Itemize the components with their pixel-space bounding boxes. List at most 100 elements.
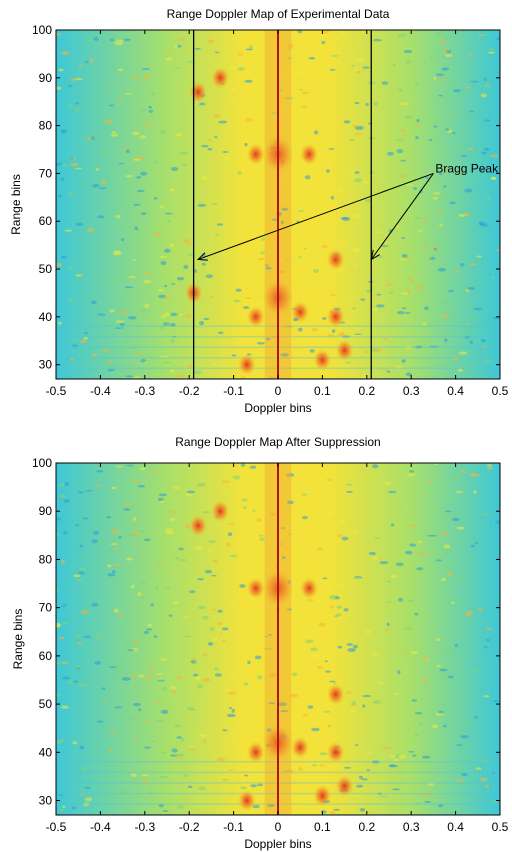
speckle — [143, 630, 150, 635]
speckle — [159, 325, 165, 330]
speckle — [474, 715, 478, 719]
speckle — [96, 720, 104, 723]
speckle — [328, 148, 335, 150]
speckle — [115, 320, 125, 323]
speckle — [161, 314, 167, 319]
speckle — [84, 797, 93, 802]
speckle — [111, 529, 120, 534]
speckle — [82, 517, 89, 520]
speckle — [492, 700, 499, 703]
speckle — [392, 758, 399, 763]
speckle — [281, 207, 289, 212]
speckle — [328, 724, 332, 728]
speckle — [443, 375, 453, 379]
speckle — [435, 31, 443, 36]
speckle — [352, 307, 356, 310]
speckle — [362, 66, 370, 69]
speckle — [142, 779, 149, 784]
speckle — [449, 201, 456, 205]
speckle — [288, 56, 292, 60]
speckle — [326, 478, 332, 482]
speckle — [108, 730, 117, 733]
speckle — [97, 313, 106, 316]
speckle — [455, 600, 463, 604]
speckle — [251, 509, 256, 512]
speckle — [139, 467, 146, 470]
speckle — [350, 708, 355, 713]
speckle — [264, 635, 269, 638]
speckle — [439, 172, 443, 176]
speckle — [111, 548, 121, 551]
speckle — [269, 512, 277, 516]
speckle — [97, 215, 105, 219]
speckle — [145, 628, 153, 631]
speckle — [471, 774, 475, 778]
y-tick-label: 70 — [39, 601, 53, 615]
speckle — [240, 786, 247, 790]
speckle — [131, 480, 141, 483]
speckle — [447, 675, 454, 679]
speckle — [90, 300, 97, 305]
speckle — [286, 769, 294, 772]
speckle — [108, 666, 118, 669]
speckle — [399, 129, 407, 132]
speckle — [98, 187, 107, 190]
speckle — [158, 803, 164, 808]
speckle — [414, 612, 419, 616]
speckle — [467, 147, 475, 151]
speckle — [140, 580, 147, 584]
speckle — [68, 84, 73, 88]
speckle — [241, 498, 248, 502]
speckle — [293, 609, 300, 613]
speckle — [247, 660, 251, 665]
speckle — [356, 39, 363, 42]
speckle — [67, 680, 74, 685]
speckle — [142, 74, 152, 79]
speckle — [162, 361, 172, 364]
speckle — [171, 283, 176, 285]
speckle — [114, 41, 124, 46]
speckle — [122, 508, 131, 511]
speckle — [418, 722, 424, 726]
speckle — [336, 333, 346, 337]
speckle — [414, 733, 420, 737]
speckle — [57, 321, 62, 325]
speckle — [62, 604, 67, 607]
speckle — [427, 256, 432, 259]
speckle — [349, 530, 359, 535]
speckle — [415, 135, 419, 140]
speckle — [335, 613, 342, 617]
speckle — [390, 523, 395, 527]
speckle — [298, 767, 303, 771]
speckle — [455, 744, 463, 746]
speckle — [76, 642, 83, 645]
speckle — [285, 259, 290, 261]
speckle — [292, 672, 298, 677]
speckle — [266, 811, 274, 815]
speckle — [334, 596, 340, 600]
speckle — [353, 577, 363, 581]
speckle — [245, 767, 250, 770]
speckle — [164, 248, 171, 253]
speckle — [452, 89, 461, 93]
speckle — [301, 91, 310, 94]
speckle — [75, 102, 80, 105]
speckle — [154, 232, 162, 237]
speckle — [255, 299, 264, 304]
speckle — [226, 713, 236, 718]
speckle — [341, 216, 351, 221]
hot-spot — [189, 81, 208, 103]
speckle — [435, 638, 441, 642]
x-tick-label: 0.5 — [492, 820, 509, 834]
x-tick-label: -0.5 — [46, 384, 67, 398]
speckle — [316, 666, 324, 670]
speckle — [278, 527, 283, 531]
speckle — [100, 149, 108, 153]
speckle — [159, 500, 165, 503]
speckle — [134, 639, 139, 643]
speckle — [170, 166, 179, 172]
speckle — [441, 55, 446, 59]
speckle — [480, 759, 490, 763]
speckle — [188, 745, 195, 748]
speckle — [211, 608, 217, 611]
